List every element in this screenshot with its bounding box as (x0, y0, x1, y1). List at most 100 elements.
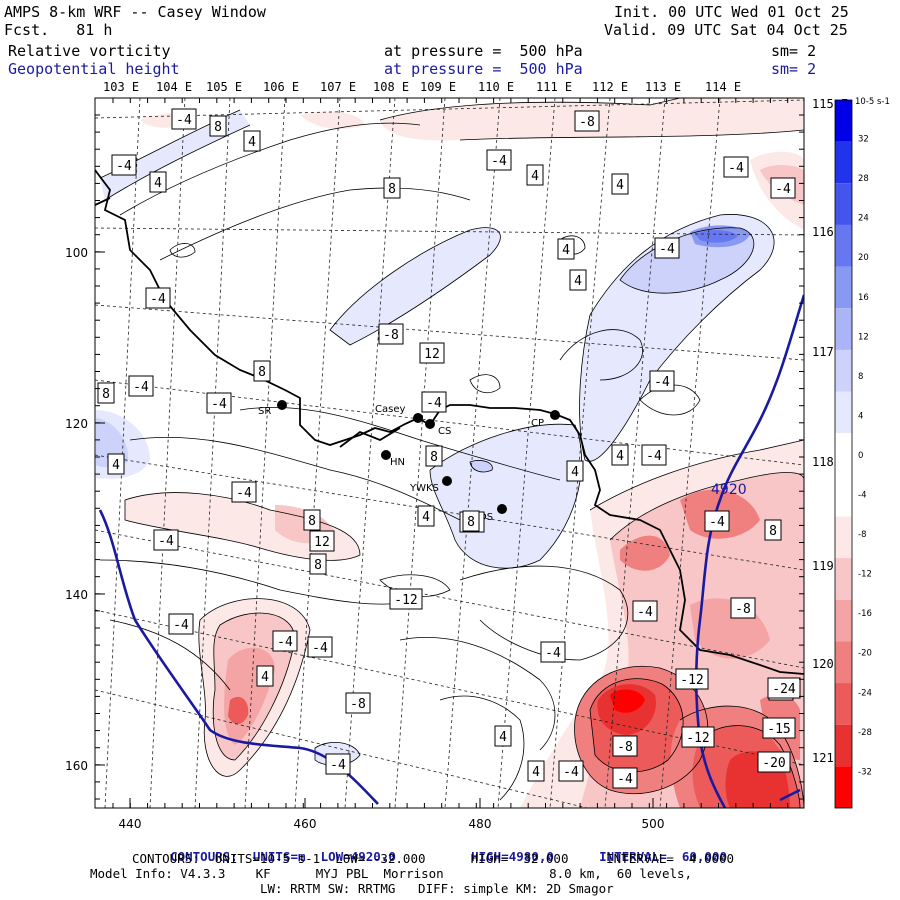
contour-label: 4 (526, 164, 544, 186)
station-label: CP (531, 418, 544, 429)
contour-label: -4 (540, 641, 566, 663)
contour-label: -4 (486, 149, 512, 171)
meridian-line (194, 98, 231, 808)
svg-text:-4: -4 (545, 646, 561, 661)
station-label: CS (438, 426, 451, 437)
colorbar-segment (835, 224, 852, 267)
svg-text:-8: -8 (617, 740, 633, 755)
svg-text:-4: -4 (277, 635, 293, 650)
colorbar-segment (835, 141, 852, 184)
svg-text:4: 4 (422, 510, 430, 525)
svg-text:8: 8 (430, 450, 438, 465)
contour-label: 4 (256, 665, 274, 687)
colorbar-label: 24 (858, 214, 869, 224)
svg-text:8: 8 (258, 365, 266, 380)
svg-text:-4: -4 (426, 396, 442, 411)
contour-label: 8 (209, 115, 227, 137)
y-tick-label: 160 (65, 759, 88, 773)
lon-label-top: 105 E (206, 80, 242, 94)
parallel-line (95, 304, 804, 361)
lon-label-top: 108 E (373, 80, 409, 94)
svg-text:-4: -4 (491, 154, 507, 169)
meridian-line (497, 98, 556, 808)
svg-text:-4: -4 (158, 534, 174, 549)
svg-text:-15: -15 (767, 722, 790, 737)
svg-text:-4: -4 (133, 380, 149, 395)
contour-label: -8 (378, 323, 404, 345)
svg-text:4: 4 (248, 135, 256, 150)
contour-label: -20 (757, 751, 791, 773)
contour-label: 4 (611, 444, 629, 466)
contour-label: -4 (231, 481, 257, 503)
valid-time: Valid. 09 UTC Sat 04 Oct 25 (604, 21, 848, 39)
field1-level: at pressure = 500 hPa (384, 42, 583, 60)
parallel-line (95, 227, 804, 236)
colorbar-segment (835, 516, 852, 559)
svg-text:4: 4 (574, 274, 582, 289)
contour-label: -4 (632, 600, 658, 622)
meridian-line (394, 98, 446, 808)
x-tick-label: 440 (119, 817, 142, 831)
footer-line1-high: 4980.0 (508, 849, 554, 864)
colorbar-label: -4 (858, 491, 866, 501)
svg-text:-4: -4 (775, 182, 791, 197)
contour-label: -4 (704, 510, 730, 532)
plot-border (94, 97, 805, 809)
colorbar-label: 8 (858, 372, 863, 382)
contour-label: -15 (762, 717, 796, 739)
colorbar-segment (835, 349, 852, 392)
footer-line1-interval-label: INTERVAL= (599, 849, 667, 864)
station-label: SR (258, 406, 271, 417)
footer-line1-low: 4920.0 (350, 849, 396, 864)
contour-label: 8 (303, 509, 321, 531)
colorbar-border (834, 99, 853, 809)
forecast-hour: Fcst. 81 h (4, 21, 113, 39)
y-tick-label: 120 (65, 417, 88, 431)
colorbar-label: -8 (858, 530, 866, 540)
meridian-line (604, 98, 666, 808)
svg-text:-4: -4 (659, 242, 675, 257)
contour-label: 8 (383, 177, 401, 199)
svg-text:-4: -4 (150, 292, 166, 307)
svg-text:4: 4 (499, 730, 507, 745)
footer-physics-info: LW: RRTM SW: RRTMG DIFF: simple KM: 2D S… (260, 881, 614, 896)
latlon-grid (95, 98, 804, 808)
svg-text:-4: -4 (236, 486, 252, 501)
parallel-line (95, 529, 804, 669)
station-marker (381, 450, 391, 460)
contour-label: -4 (111, 154, 137, 176)
svg-text:-4: -4 (563, 765, 579, 780)
station-label: DS (479, 512, 493, 523)
contour-label: -4 (421, 391, 447, 413)
svg-text:8: 8 (769, 524, 777, 539)
svg-text:4: 4 (616, 178, 624, 193)
contour-label: -4 (168, 613, 194, 635)
station-label: HN (390, 457, 405, 468)
contour-label: -4 (723, 156, 749, 178)
colorbar-segment (835, 683, 852, 725)
x-tick-label: 500 (642, 817, 665, 831)
station-label: YWKS (409, 483, 439, 494)
svg-text:-4: -4 (709, 515, 725, 530)
contour-label: -8 (612, 735, 638, 757)
field2-name: Geopotential height (8, 60, 180, 78)
field1-sm: sm= 2 (771, 42, 817, 60)
colorbar-segment (835, 433, 852, 475)
svg-text:-4: -4 (173, 618, 189, 633)
colorbar-label: -16 (858, 609, 872, 619)
plot-area: 4920 SR Casey CS CP HN YWKS DS -4 8 4 -4 4 8 -8 -4 -4 4… (95, 98, 804, 808)
field2-level: at pressure = 500 hPa (384, 60, 583, 78)
colorbar: 10-5 s-1 32 28 24 20 16 12 8 4 0 -4 -8 -12 -16 -20 -24 -… (834, 97, 890, 809)
lon-label-top: 113 E (645, 80, 681, 94)
contour-label: 4 (417, 505, 435, 527)
footer-vorticity-contours: CONTOURS: UNITS=10-5 s-1 LOW= -32.000 HI… (132, 851, 735, 866)
lon-label-top: 109 E (420, 80, 456, 94)
colorbar-label: 32 (858, 135, 869, 145)
contour-label: -4 (612, 767, 638, 789)
contour-label: 8 (425, 445, 443, 467)
meridian-line (659, 98, 721, 808)
station-marker (425, 419, 435, 429)
contour-label: 4 (527, 760, 545, 782)
model-title: AMPS 8-km WRF -- Casey Window (4, 3, 266, 21)
svg-text:12: 12 (314, 535, 330, 550)
